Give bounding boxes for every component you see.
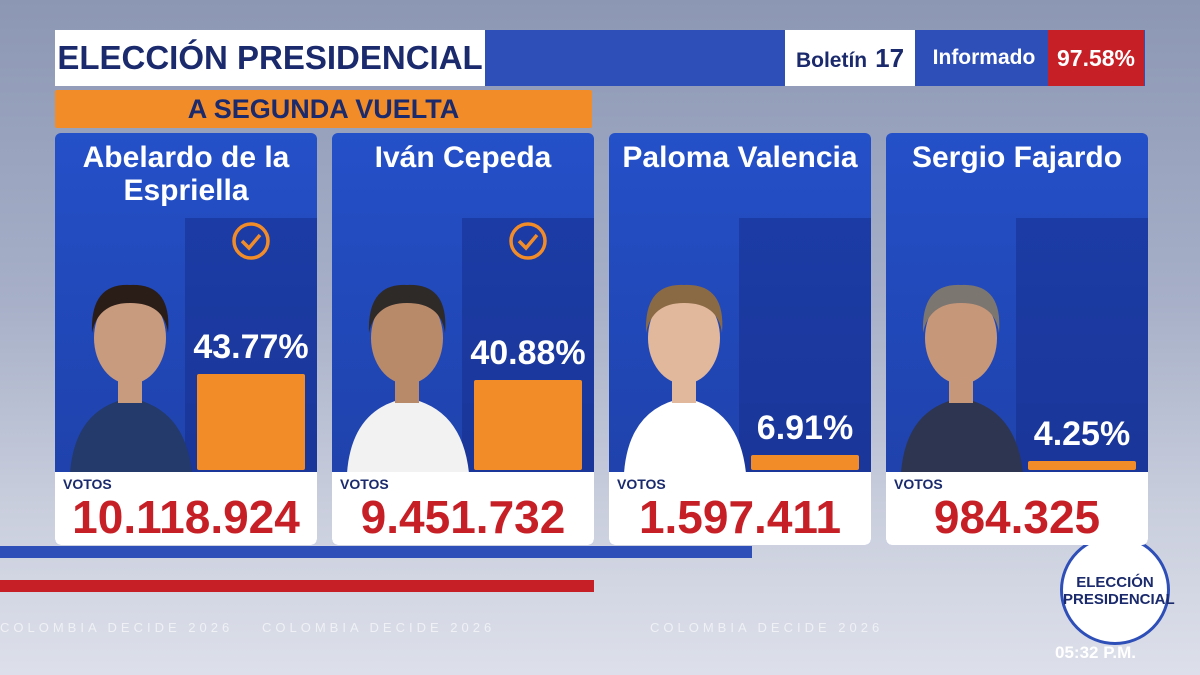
decor-line — [0, 580, 594, 592]
votes-value: 9.451.732 — [360, 491, 566, 543]
votes-value: 10.118.924 — [72, 491, 300, 543]
portrait — [624, 284, 746, 473]
votes-box: VOTOS 1.597.411 — [609, 472, 871, 545]
votes-value: 984.325 — [933, 491, 1101, 543]
reported-label: Informado — [932, 46, 1036, 69]
subtitle: A SEGUNDA VUELTA — [55, 90, 592, 128]
votes-label: VOTOS — [894, 476, 943, 492]
votes-value: 1.597.411 — [638, 491, 842, 543]
candidate-card: Paloma Valencia 6.91% VOTOS 1.597.411 — [609, 133, 871, 545]
decor-line — [0, 546, 752, 558]
bar — [197, 373, 305, 470]
value-label: 40.88% — [470, 334, 586, 373]
value-label: 43.77% — [193, 327, 309, 366]
votes-label: VOTOS — [63, 476, 112, 492]
reported-value: 97.58% — [1048, 30, 1144, 86]
qualified-check — [232, 222, 270, 260]
candidate-name: Paloma Valencia — [622, 141, 858, 174]
clock: 05:32 P.M. — [1055, 643, 1136, 662]
bar — [474, 380, 582, 470]
votes-box: VOTOS 9.451.732 — [332, 472, 594, 545]
title: ELECCIÓN PRESIDENCIAL — [55, 30, 485, 86]
candidate-card: Sergio Fajardo 4.25% VOTOS 984.325 — [886, 133, 1148, 545]
footer-text: COLOMBIA DECIDE 2026 — [262, 620, 496, 635]
candidate-name: Iván Cepeda — [374, 141, 552, 174]
candidate-name: Sergio Fajardo — [911, 141, 1123, 174]
candidate-card: Abelardo de la Espriella 43.77% VOTOS 10.1… — [55, 133, 317, 545]
bulletin: Boletín 17 — [785, 30, 915, 86]
footer-text: COLOMBIA DECIDE 2026 — [0, 620, 234, 635]
column — [1016, 218, 1148, 473]
votes-box: VOTOS 984.325 — [886, 472, 1148, 545]
portrait — [70, 284, 192, 473]
value-label: 6.91% — [756, 408, 854, 447]
bar — [1028, 460, 1136, 470]
column — [739, 218, 871, 473]
logo: ELECCIÓN PRESIDENCIAL — [1060, 535, 1175, 645]
footer-text: COLOMBIA DECIDE 2026 — [650, 620, 884, 635]
votes-box: VOTOS 10.118.924 — [55, 472, 317, 545]
bulletin-label: Boletín — [795, 49, 868, 72]
votes-label: VOTOS — [340, 476, 389, 492]
portrait — [347, 284, 469, 473]
qualified-check — [509, 222, 547, 260]
candidate-card: Iván Cepeda 40.88% VOTOS 9.451.732 — [332, 133, 594, 545]
votes-label: VOTOS — [617, 476, 666, 492]
value-label: 4.25% — [1033, 414, 1131, 453]
bar — [751, 454, 859, 470]
bulletin-number: 17 — [875, 43, 905, 73]
portrait — [901, 284, 1023, 473]
candidate-name: Abelardo de la Espriella — [82, 141, 290, 207]
